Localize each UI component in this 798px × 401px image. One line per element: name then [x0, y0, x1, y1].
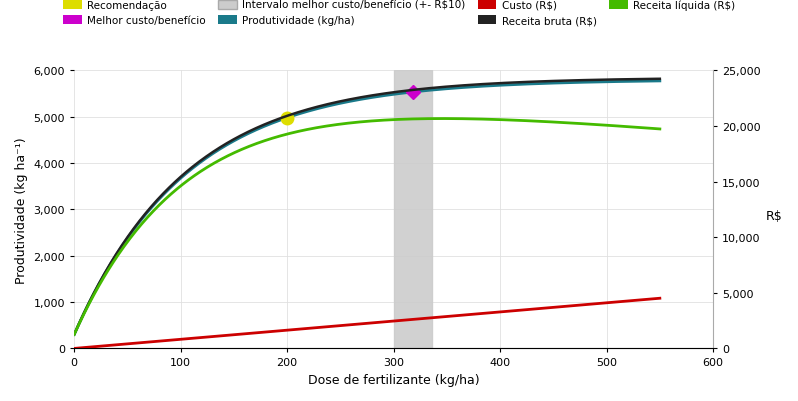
Y-axis label: R$: R$: [766, 210, 783, 223]
Legend: Recomendação, Melhor custo/benefício, Intervalo melhor custo/benefício (+- R$10): Recomendação, Melhor custo/benefício, In…: [60, 0, 738, 29]
Y-axis label: Produtividade (kg ha⁻¹): Produtividade (kg ha⁻¹): [15, 137, 28, 283]
X-axis label: Dose de fertilizante (kg/ha): Dose de fertilizante (kg/ha): [308, 373, 480, 386]
Bar: [393, 71, 432, 348]
